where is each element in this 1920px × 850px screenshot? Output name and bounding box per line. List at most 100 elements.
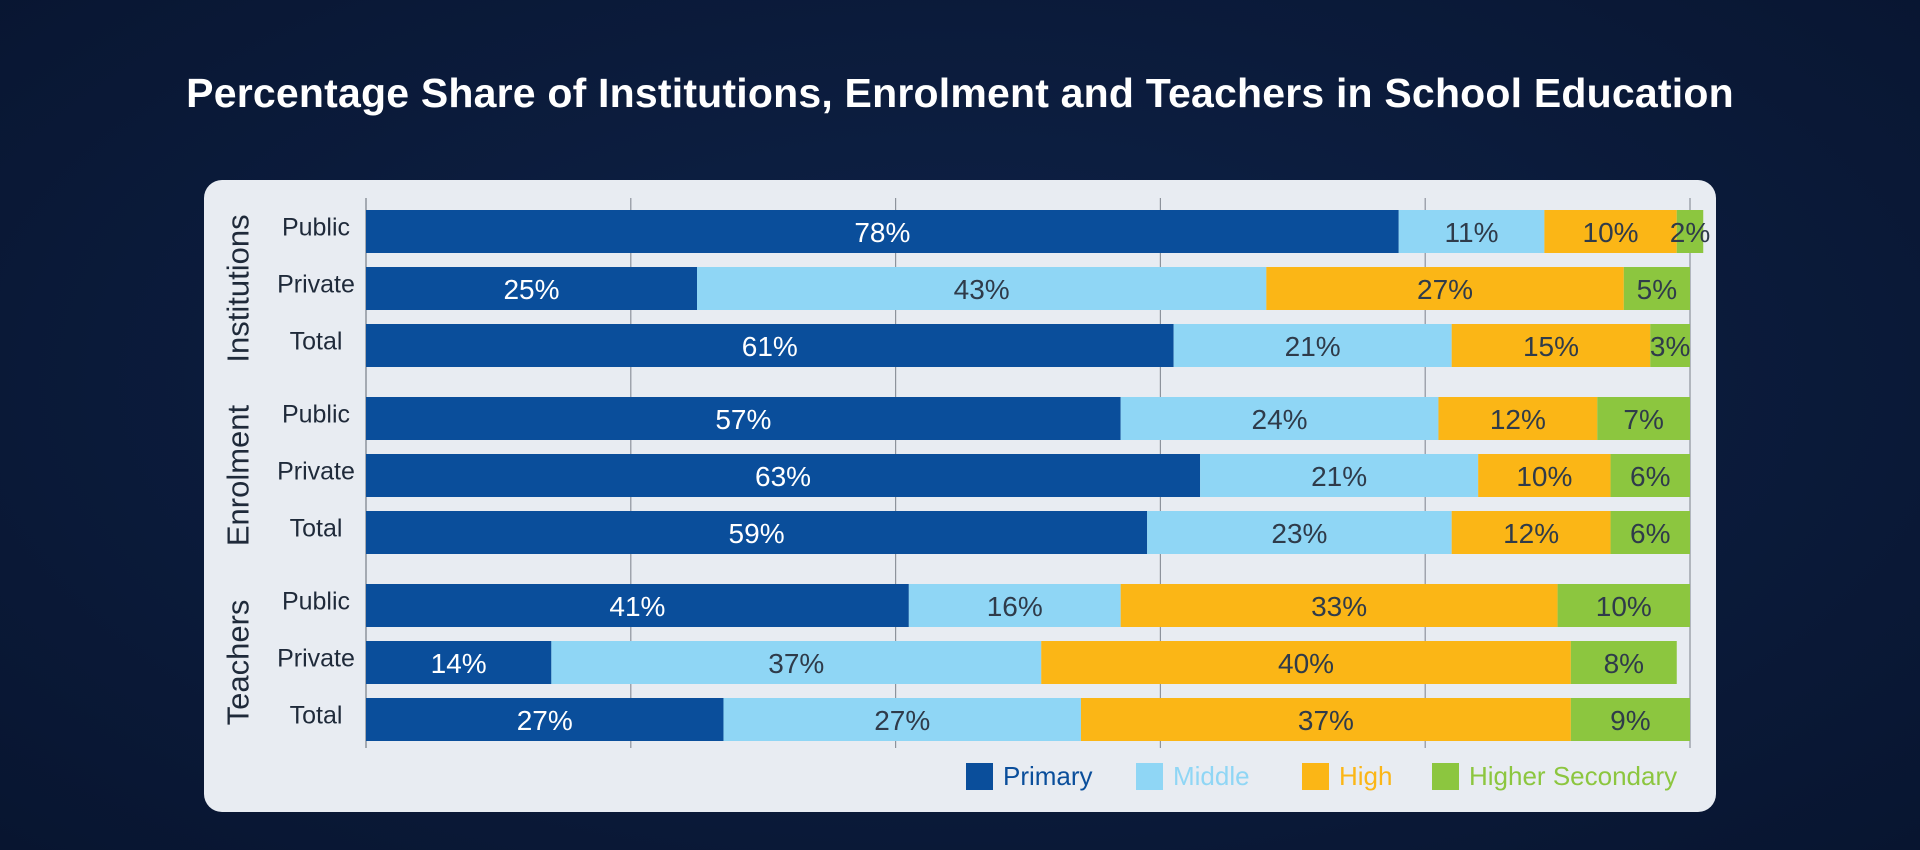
bar-segment-high	[1478, 454, 1611, 497]
bar-segment-middle	[1173, 324, 1452, 367]
legend-item-middle: Middle	[1136, 756, 1250, 796]
bar-segment-middle	[723, 698, 1081, 741]
bar-segment-middle	[1200, 454, 1479, 497]
bar-segment-primary	[366, 454, 1201, 497]
row-label: Total	[290, 702, 343, 730]
legend-swatch	[1302, 762, 1329, 790]
legend-label: High	[1339, 760, 1393, 791]
data-label: 10%	[1583, 217, 1639, 248]
bar-segment-high	[1120, 584, 1558, 627]
bar-segment-high	[1080, 698, 1571, 741]
bar-segment-primary	[366, 210, 1399, 253]
data-label: 27%	[1417, 274, 1473, 305]
bar-segment-high	[1266, 267, 1624, 310]
legend-swatch	[1136, 762, 1163, 790]
bar-segment-higher-secondary	[1650, 324, 1690, 367]
bar-segment-high	[1438, 397, 1598, 440]
row-label: Total	[290, 328, 343, 356]
bar-segment-higher-secondary	[1676, 210, 1704, 253]
bar-segment-primary	[366, 267, 697, 310]
bar-segment-high	[1451, 324, 1651, 367]
row-label: Public	[282, 214, 350, 242]
data-label: 57%	[715, 404, 771, 435]
data-label: 8%	[1604, 648, 1644, 679]
group-label-institutions: Institutions	[221, 214, 256, 362]
data-label: 10%	[1596, 591, 1652, 622]
bar-segment-primary	[366, 511, 1148, 554]
data-label: 63%	[755, 461, 811, 492]
bar-segment-higher-secondary	[1610, 511, 1690, 554]
data-label: 9%	[1610, 705, 1650, 736]
stacked-bar-chart: Institutions Public 78% 11% 10% 2% Private 25% 4…	[221, 198, 1710, 748]
data-label: 41%	[609, 591, 665, 622]
bar-segment-middle	[908, 584, 1121, 627]
group-label-enrolment: Enrolment	[221, 404, 256, 546]
data-label: 40%	[1278, 648, 1334, 679]
data-label: 33%	[1311, 591, 1367, 622]
row-label: Public	[282, 401, 350, 429]
data-label: 7%	[1623, 404, 1663, 435]
bar-segment-middle	[551, 641, 1042, 684]
legend-label: Higher Secondary	[1469, 760, 1678, 791]
bar-segment-higher-secondary	[1557, 584, 1690, 627]
bar-segment-primary	[366, 641, 552, 684]
bar-segment-primary	[366, 698, 724, 741]
legend-swatch	[1432, 762, 1459, 790]
legend-label: Primary	[1003, 760, 1093, 791]
data-label: 37%	[768, 648, 824, 679]
data-label: 11%	[1445, 217, 1499, 248]
bar-segment-higher-secondary	[1597, 397, 1690, 440]
bar-segment-higher-secondary	[1623, 267, 1690, 310]
data-label: 59%	[729, 518, 785, 549]
row-label: Private	[277, 458, 355, 486]
data-label: 24%	[1252, 404, 1308, 435]
data-label: 27%	[874, 705, 930, 736]
bar-segment-high	[1041, 641, 1571, 684]
data-label: 12%	[1490, 404, 1546, 435]
row-label: Total	[290, 515, 343, 543]
data-label: 12%	[1503, 518, 1559, 549]
bar-segment-higher-secondary	[1570, 698, 1690, 741]
legend-item-high: High	[1302, 756, 1392, 796]
group-label-teachers: Teachers	[221, 600, 256, 726]
legend-item-primary: Primary	[966, 756, 1093, 796]
data-label: 10%	[1516, 461, 1572, 492]
data-label: 25%	[503, 274, 559, 305]
chart-title: Percentage Share of Institutions, Enrolm…	[186, 70, 1734, 116]
bar-segment-primary	[366, 324, 1174, 367]
legend-swatch	[966, 762, 993, 790]
bar-segment-higher-secondary	[1610, 454, 1690, 497]
legend-item-higher-secondary: Higher Secondary	[1432, 756, 1677, 796]
data-label: 37%	[1298, 705, 1354, 736]
row-label: Private	[277, 271, 355, 299]
data-label: 78%	[854, 217, 910, 248]
data-label: 21%	[1311, 461, 1367, 492]
bar-segment-high	[1544, 210, 1677, 253]
bar-segment-high	[1451, 511, 1611, 554]
data-label: 2%	[1670, 217, 1710, 248]
data-label: 6%	[1630, 518, 1670, 549]
data-label: 16%	[987, 591, 1043, 622]
legend-label: Middle	[1173, 760, 1250, 791]
chart-legend: Primary Middle High Higher Secondary	[204, 756, 1716, 796]
bar-segment-higher-secondary	[1570, 641, 1677, 684]
data-label: 5%	[1637, 274, 1677, 305]
bar-segment-middle	[1147, 511, 1452, 554]
data-label: 15%	[1523, 331, 1579, 362]
data-label: 14%	[431, 648, 487, 679]
data-label: 3%	[1650, 331, 1690, 362]
bar-segment-primary	[366, 397, 1121, 440]
data-label: 27%	[517, 705, 573, 736]
data-label: 61%	[742, 331, 798, 362]
data-label: 21%	[1285, 331, 1341, 362]
data-label: 43%	[954, 274, 1010, 305]
bar-segment-middle	[1120, 397, 1439, 440]
chart-card: Institutions Public 78% 11% 10% 2% Private 25% 4…	[204, 180, 1716, 812]
row-label: Private	[277, 645, 355, 673]
bar-segment-middle	[1398, 210, 1545, 253]
row-label: Public	[282, 588, 350, 616]
data-label: 23%	[1271, 518, 1327, 549]
bar-segment-middle	[697, 267, 1267, 310]
data-label: 6%	[1630, 461, 1670, 492]
bar-segment-primary	[366, 584, 909, 627]
